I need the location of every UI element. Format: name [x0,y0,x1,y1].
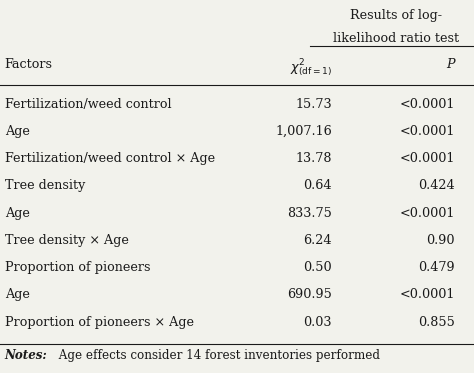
Text: 833.75: 833.75 [287,207,332,220]
Text: 0.64: 0.64 [303,179,332,192]
Text: <0.0001: <0.0001 [400,125,455,138]
Text: 0.90: 0.90 [427,234,455,247]
Text: Notes:: Notes: [5,349,47,362]
Text: likelihood ratio test: likelihood ratio test [333,32,459,45]
Text: 1,007.16: 1,007.16 [275,125,332,138]
Text: <0.0001: <0.0001 [400,98,455,111]
Text: Fertilization/weed control × Age: Fertilization/weed control × Age [5,152,215,165]
Text: P: P [447,58,455,71]
Text: Proportion of pioneers × Age: Proportion of pioneers × Age [5,316,194,329]
Text: Tree density: Tree density [5,179,85,192]
Text: 690.95: 690.95 [287,288,332,301]
Text: 13.78: 13.78 [295,152,332,165]
Text: Age effects consider 14 forest inventories performed: Age effects consider 14 forest inventori… [55,349,380,362]
Text: 0.50: 0.50 [303,261,332,274]
Text: Tree density × Age: Tree density × Age [5,234,128,247]
Text: 0.855: 0.855 [418,316,455,329]
Text: Age: Age [5,207,29,220]
Text: 15.73: 15.73 [295,98,332,111]
Text: <0.0001: <0.0001 [400,207,455,220]
Text: Results of log-: Results of log- [350,9,442,22]
Text: <0.0001: <0.0001 [400,152,455,165]
Text: Factors: Factors [5,58,53,71]
Text: 0.424: 0.424 [419,179,455,192]
Text: 0.479: 0.479 [419,261,455,274]
Text: Age: Age [5,125,29,138]
Text: 0.03: 0.03 [303,316,332,329]
Text: <0.0001: <0.0001 [400,288,455,301]
Text: Fertilization/weed control: Fertilization/weed control [5,98,172,111]
Text: Proportion of pioneers: Proportion of pioneers [5,261,150,274]
Text: Age: Age [5,288,29,301]
Text: $\chi^{2}_{\mathrm{(df=1)}}$: $\chi^{2}_{\mathrm{(df=1)}}$ [290,58,332,79]
Text: 6.24: 6.24 [303,234,332,247]
